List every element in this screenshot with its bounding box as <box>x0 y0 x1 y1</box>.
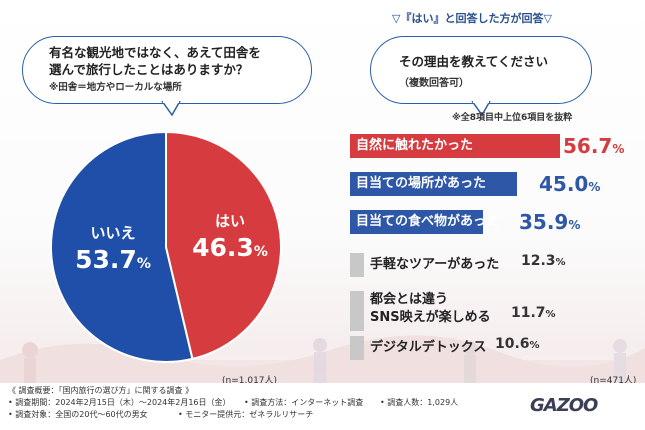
bar-label-line: 手軽なツアーがあった <box>370 257 500 272</box>
bar-label-3: 目当ての食べ物があった <box>356 213 499 231</box>
survey-question-bubble: 有名な観光地ではなく、あえて田舎を 選んで旅行したことはありますか？ ※田舎＝地… <box>22 36 312 104</box>
gazoo-logo: GAZOO <box>530 395 598 416</box>
bar-label-6: デジタルデトックス <box>370 339 486 357</box>
pie-no-value: 53.7% <box>75 245 151 274</box>
bar-1 <box>350 134 560 158</box>
bar-label-line: 自然に触れたかった <box>356 138 474 153</box>
footer-method: • 調査方法：インターネット調査 <box>244 398 364 407</box>
bar-value-1: 56.7% <box>563 134 625 158</box>
bar-label-line: 都会とは違う <box>370 292 449 307</box>
bar-label-line: デジタルデトックス <box>370 340 487 355</box>
footer-overview: 《 調査概要：「国内旅行の選び方」に関する調査 》 <box>8 386 194 395</box>
question-note: ※田舎＝地方やローカルな場所 <box>49 82 182 93</box>
pie-sample-size: (n=1,017人) <box>222 376 278 386</box>
pie-label-yes: はい 46.3% <box>190 210 270 262</box>
answer-intro: ▽『はい』と回答した方が回答▽ <box>392 12 552 25</box>
footer-period: • 調査期間：2024年2月15日（木）〜2024年2月16日（金） <box>8 398 231 407</box>
reason-question-note: （複数回答可） <box>399 78 469 89</box>
bar-label-line: 目当ての場所があった <box>356 176 487 191</box>
bar-value-3: 35.9% <box>519 210 581 234</box>
footer-count: • 調査人数：1,029人 <box>380 398 459 407</box>
bar-3 <box>350 210 483 234</box>
bar-label-5: 都会とは違う SNS映えが楽しめる <box>370 291 491 327</box>
bar-value-5: 11.7% <box>511 305 556 321</box>
bar-value-2: 45.0% <box>539 172 601 196</box>
pie-slice-yes <box>165 130 282 361</box>
bar-value-4: 12.3% <box>521 253 566 269</box>
pie-yes-value: 46.3% <box>192 233 268 262</box>
pie-label-no: いいえ 53.7% <box>68 222 158 274</box>
bar-label-line: 目当ての食べ物があった <box>356 214 500 229</box>
bar-label-1: 自然に触れたかった <box>356 137 473 155</box>
footer-target: • 調査対象：全国の20代〜60代の男女 <box>8 410 148 419</box>
bar-subnote: ※全8項目中上位6項目を抜粋 <box>452 113 573 123</box>
bar-4 <box>350 253 364 277</box>
reason-question-text: その理由を教えてください <box>399 54 549 69</box>
bar-6 <box>350 336 364 360</box>
bar-2 <box>350 172 517 196</box>
pie-slice-no <box>50 130 194 363</box>
footer-provider: • モニター提供元：ゼネラルリサーチ <box>178 410 314 419</box>
bar-value-6: 10.6% <box>495 336 540 352</box>
bar-label-2: 目当ての場所があった <box>356 175 486 193</box>
bubble-tail-right <box>471 101 491 117</box>
question-line-2: 選んで旅行したことはありますか？ <box>49 62 249 77</box>
bar-sample-size: (n=471人) <box>590 376 637 386</box>
bar-5 <box>350 291 364 331</box>
bar-label-4: 手軽なツアーがあった <box>370 256 499 274</box>
survey-footer: 《 調査概要：「国内旅行の選び方」に関する調査 》 • 調査期間：2024年2月… <box>0 383 645 430</box>
pie-yes-name: はい <box>214 212 245 230</box>
bubble-tail-left <box>161 101 181 117</box>
bar-label-line: SNS映えが楽しめる <box>370 310 491 325</box>
question-line-1: 有名な観光地ではなく、あえて田舎を <box>49 45 261 60</box>
pie-no-name: いいえ <box>90 224 136 242</box>
